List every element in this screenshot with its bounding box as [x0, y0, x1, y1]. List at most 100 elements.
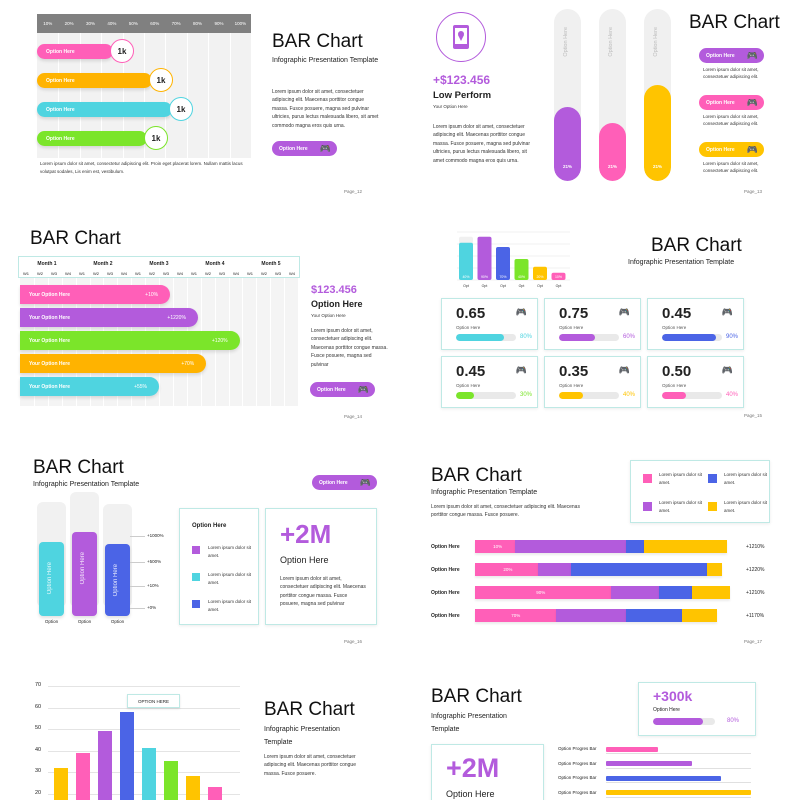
y-tick-label: 70: [35, 682, 42, 688]
footer-text: Lorem ipsum dolor sit amet, consectetur …: [40, 161, 243, 174]
vertical-bar-track: Option Here 21%: [644, 9, 671, 181]
slide-subtitle: Infographic Presentation Template: [431, 713, 507, 733]
body-text: Lorem ipsum dolor sit amet, consectetuer…: [431, 504, 580, 519]
gamepad-icon: 🎮: [515, 365, 527, 375]
progress-bar: [606, 775, 721, 781]
legend-text: Lorem ipsum dolor sit amet.: [724, 500, 768, 513]
metric-label: Option Here: [456, 325, 481, 330]
option-button[interactable]: Option Here 🎮: [312, 475, 377, 490]
slide-title: BAR Chart: [689, 12, 780, 33]
progress-label: Option Progres Bar: [558, 746, 597, 751]
vertical-bar: [142, 748, 156, 800]
button-label: Option Here: [706, 52, 735, 59]
vertical-bar: [98, 731, 112, 800]
bar-label: Option Here: [46, 136, 75, 142]
grid-line: [270, 256, 272, 406]
slide-progress-bars: BAR Chart Infographic Presentation Templ…: [400, 654, 800, 800]
segment-label: 20%: [503, 567, 513, 572]
option-button[interactable]: Option Here 🎮: [699, 95, 764, 110]
metric-card: 0.50 🎮 Option Here 40%: [647, 356, 744, 408]
x-label: Opt: [482, 284, 488, 288]
bar-label: Your Option Here: [29, 361, 71, 367]
month-header: Month 1 Month 2 Month 3 Month 4 Month 5 W1 W2…: [18, 256, 300, 278]
slide-subtitle: Infographic Presentation Template: [628, 259, 735, 266]
week-label: W4: [177, 270, 183, 276]
legend-swatch: [192, 546, 200, 554]
stacked-segment: [475, 609, 556, 622]
bar-label: Option Here: [46, 78, 75, 84]
legend-swatch: [643, 502, 652, 511]
legend-card: Lorem ipsum dolor sit amet. Lorem ipsum d…: [630, 460, 770, 523]
big-label: Option Here: [446, 789, 495, 799]
grid-line: [48, 729, 240, 730]
vertical-bar: Option Here: [105, 544, 130, 616]
page-number: Page_12: [344, 189, 363, 194]
legend-text: Lorem ipsum dolor sit amet.: [659, 500, 703, 513]
body-text: Lorem ipsum dolor sit amet, consectetuer…: [280, 576, 366, 608]
metric-label: Option Here: [662, 383, 687, 388]
progress-label: Option Progres Bar: [558, 775, 597, 780]
row-label: Option Here: [431, 590, 460, 596]
metric-card: 0.65 🎮 Option Here 80%: [441, 298, 538, 350]
bar-value: 20%: [536, 275, 543, 279]
big-label: Option Here: [280, 555, 329, 565]
y-tick-label: 40: [35, 746, 42, 753]
metric-progress: [559, 392, 619, 399]
x-label: Option: [44, 619, 59, 624]
legend-text: Lorem ipsum dolor sit amet.: [208, 572, 252, 585]
x-label: Opt: [537, 284, 543, 288]
option-button[interactable]: Option Here 🎮: [272, 141, 337, 156]
slide-title: BAR Chart: [30, 228, 121, 249]
option-button[interactable]: Option Here 🎮: [699, 48, 764, 63]
metric-percent: 80%: [520, 334, 533, 340]
bar-value: +10%: [145, 292, 159, 298]
stat-value: +300k: [653, 688, 693, 704]
slide-title: BAR Chart: [33, 457, 124, 478]
progress-bar: [606, 746, 659, 752]
stat-progress: [653, 718, 715, 725]
progress-track-line: [606, 782, 751, 783]
stacked-segment: [555, 609, 627, 622]
option-button[interactable]: Option Here 🎮: [699, 142, 764, 157]
tick-label: 20%: [64, 21, 74, 26]
progress-bar: [606, 761, 692, 766]
legend-swatch: [708, 474, 717, 483]
gamepad-icon: 🎮: [721, 307, 733, 317]
legend-text: Lorem ipsum dolor sit amet.: [659, 472, 703, 485]
option-text: Lorem ipsum dolor sit amet, consectetuer…: [703, 67, 759, 79]
week-label: W2: [205, 270, 211, 276]
bar-value: +120%: [211, 338, 228, 344]
x-label: Opt: [500, 284, 506, 288]
metric-value: 0.75: [559, 305, 589, 322]
metric-progress: [456, 392, 516, 399]
button-label: Option Here: [706, 99, 735, 106]
week-label: W4: [233, 270, 239, 276]
stacked-segment: [626, 540, 644, 553]
amount: $123.456: [311, 284, 357, 296]
slide-subtitle: Infographic Presentation Template: [33, 481, 140, 488]
bar: [477, 236, 492, 280]
slide-page-14: BAR Chart Month 1 Month 2 Month 3 Month 4 Mo…: [0, 218, 400, 436]
y-tick-line: [130, 536, 145, 537]
week-label: W3: [219, 270, 225, 276]
tooltip: OPTION HERE: [127, 694, 180, 708]
value-badge: 1k: [110, 39, 134, 63]
grid-line: [229, 14, 231, 158]
page-number: Page_14: [344, 414, 363, 419]
slide-page-15: 40% Opt 90% Opt 70% Opt 40% Opt 20% Opt 10% Opt BAR…: [400, 218, 800, 436]
week-label: W3: [163, 270, 169, 276]
bar-value: +1220%: [167, 315, 186, 321]
y-tick-line: [130, 586, 145, 587]
option-text: Your Option Here: [311, 313, 346, 318]
bar-value: 21%: [562, 164, 572, 169]
button-label: Option Here: [279, 145, 308, 152]
option-button[interactable]: Option Here 🎮: [310, 382, 375, 397]
vertical-bar-fill: [644, 84, 671, 181]
slide-subtitle: Infographic Presentation Template: [264, 726, 340, 746]
y-tick-label: +1000%: [147, 533, 164, 538]
vertical-bar-fill: [599, 122, 626, 181]
big-number: +2M: [446, 753, 500, 783]
bar-label: Option Here: [46, 49, 75, 55]
metric-value: 0.45: [456, 363, 486, 380]
slide-title: BAR Chart: [651, 235, 742, 256]
